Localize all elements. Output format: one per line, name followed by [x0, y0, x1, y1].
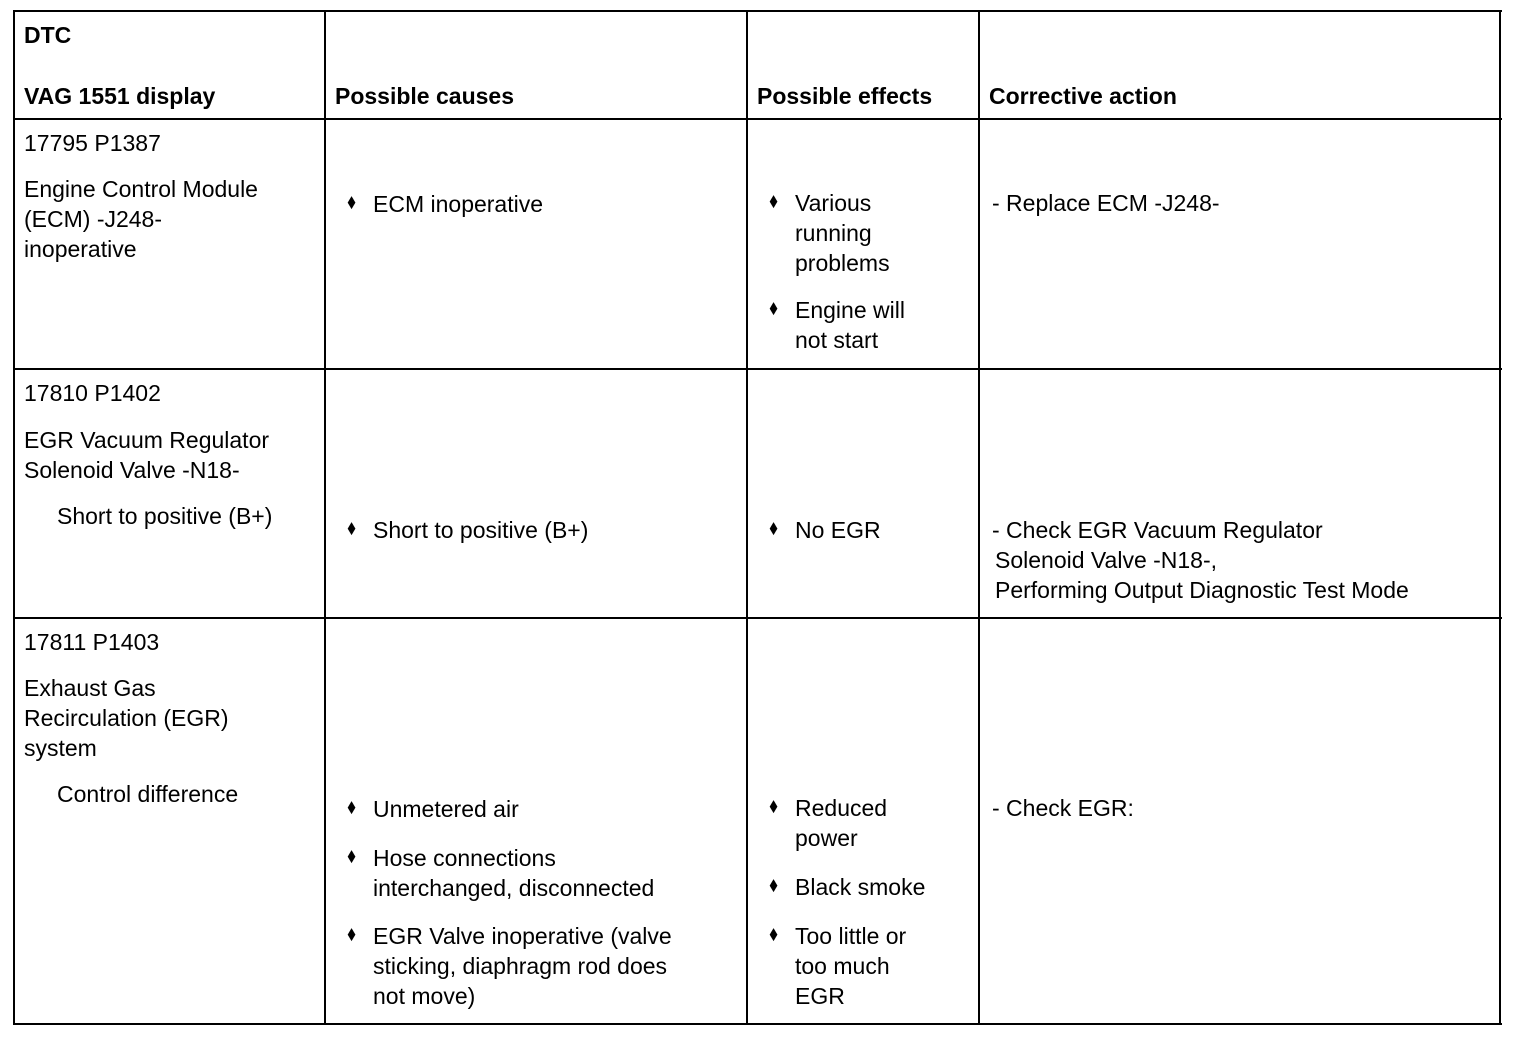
column-divider — [324, 10, 326, 1025]
row-divider — [14, 118, 1502, 120]
header-dtc: DTC — [24, 22, 72, 48]
diamond-bullet-icon: ◆ — [769, 796, 778, 815]
table-border — [14, 1023, 1502, 1025]
diamond-bullet-icon: ◆ — [347, 192, 356, 211]
corrective-action: - Check EGR: — [992, 795, 1134, 821]
possible-cause: EGR Valve inoperative (valve — [373, 923, 672, 949]
possible-cause: interchanged, disconnected — [373, 875, 655, 901]
dtc-name: Solenoid Valve -N18- — [24, 457, 240, 483]
possible-cause: sticking, diaphragm rod does — [373, 953, 668, 979]
corrective-action: - Replace ECM -J248- — [992, 190, 1220, 216]
diamond-bullet-icon: ◆ — [347, 797, 356, 816]
dtc-name: Exhaust Gas — [24, 675, 156, 701]
possible-effect: Black smoke — [795, 874, 926, 900]
possible-effect: Too little or — [795, 923, 907, 949]
row-divider — [14, 617, 1502, 619]
possible-cause: ECM inoperative — [373, 191, 544, 217]
dtc-code: 17795 P1387 — [24, 130, 161, 156]
diamond-bullet-icon: ◆ — [769, 875, 778, 894]
header-effects: Possible effects — [757, 83, 933, 109]
dtc-condition: Short to positive (B+) — [57, 503, 273, 529]
diamond-bullet-icon: ◆ — [347, 846, 356, 865]
dtc-code: 17811 P1403 — [24, 629, 160, 655]
diamond-bullet-icon: ◆ — [347, 518, 356, 537]
corrective-action: Performing Output Diagnostic Test Mode — [995, 577, 1409, 603]
diamond-bullet-icon: ◆ — [769, 298, 778, 317]
possible-cause: not move) — [373, 983, 476, 1009]
dtc-name: system — [24, 735, 97, 761]
header-action: Corrective action — [989, 83, 1177, 109]
table-border — [1499, 10, 1501, 1025]
possible-cause: Unmetered air — [373, 796, 519, 822]
possible-effect: not start — [795, 327, 879, 353]
possible-effect: EGR — [795, 983, 845, 1009]
column-divider — [978, 10, 980, 1025]
row-divider — [14, 368, 1502, 370]
diamond-bullet-icon: ◆ — [769, 191, 778, 210]
corrective-action: - Check EGR Vacuum Regulator — [992, 517, 1323, 543]
table-border — [13, 10, 15, 1025]
dtc-name: EGR Vacuum Regulator — [24, 427, 270, 453]
dtc-name: inoperative — [24, 236, 137, 262]
possible-effect: problems — [795, 250, 890, 276]
dtc-name: Recirculation (EGR) — [24, 705, 229, 731]
dtc-code: 17810 P1402 — [24, 380, 161, 406]
diamond-bullet-icon: ◆ — [769, 924, 778, 943]
dtc-condition: Control difference — [57, 781, 239, 807]
corrective-action: Solenoid Valve -N18-, — [995, 547, 1218, 573]
possible-effect: No EGR — [795, 517, 881, 543]
possible-effect: power — [795, 825, 858, 851]
table-border — [14, 10, 1502, 12]
dtc-name: Engine Control Module — [24, 176, 258, 202]
possible-cause: Short to positive (B+) — [373, 517, 589, 543]
possible-cause: Hose connections — [373, 845, 556, 871]
header-display: VAG 1551 display — [24, 83, 216, 109]
possible-effect: Various — [795, 190, 872, 216]
dtc-name: (ECM) -J248- — [24, 206, 163, 232]
header-causes: Possible causes — [335, 83, 514, 109]
diamond-bullet-icon: ◆ — [347, 924, 356, 943]
possible-effect: too much — [795, 953, 890, 979]
column-divider — [746, 10, 748, 1025]
possible-effect: Reduced — [795, 795, 888, 821]
diamond-bullet-icon: ◆ — [769, 518, 778, 537]
possible-effect: Engine will — [795, 297, 905, 323]
possible-effect: running — [795, 220, 872, 246]
